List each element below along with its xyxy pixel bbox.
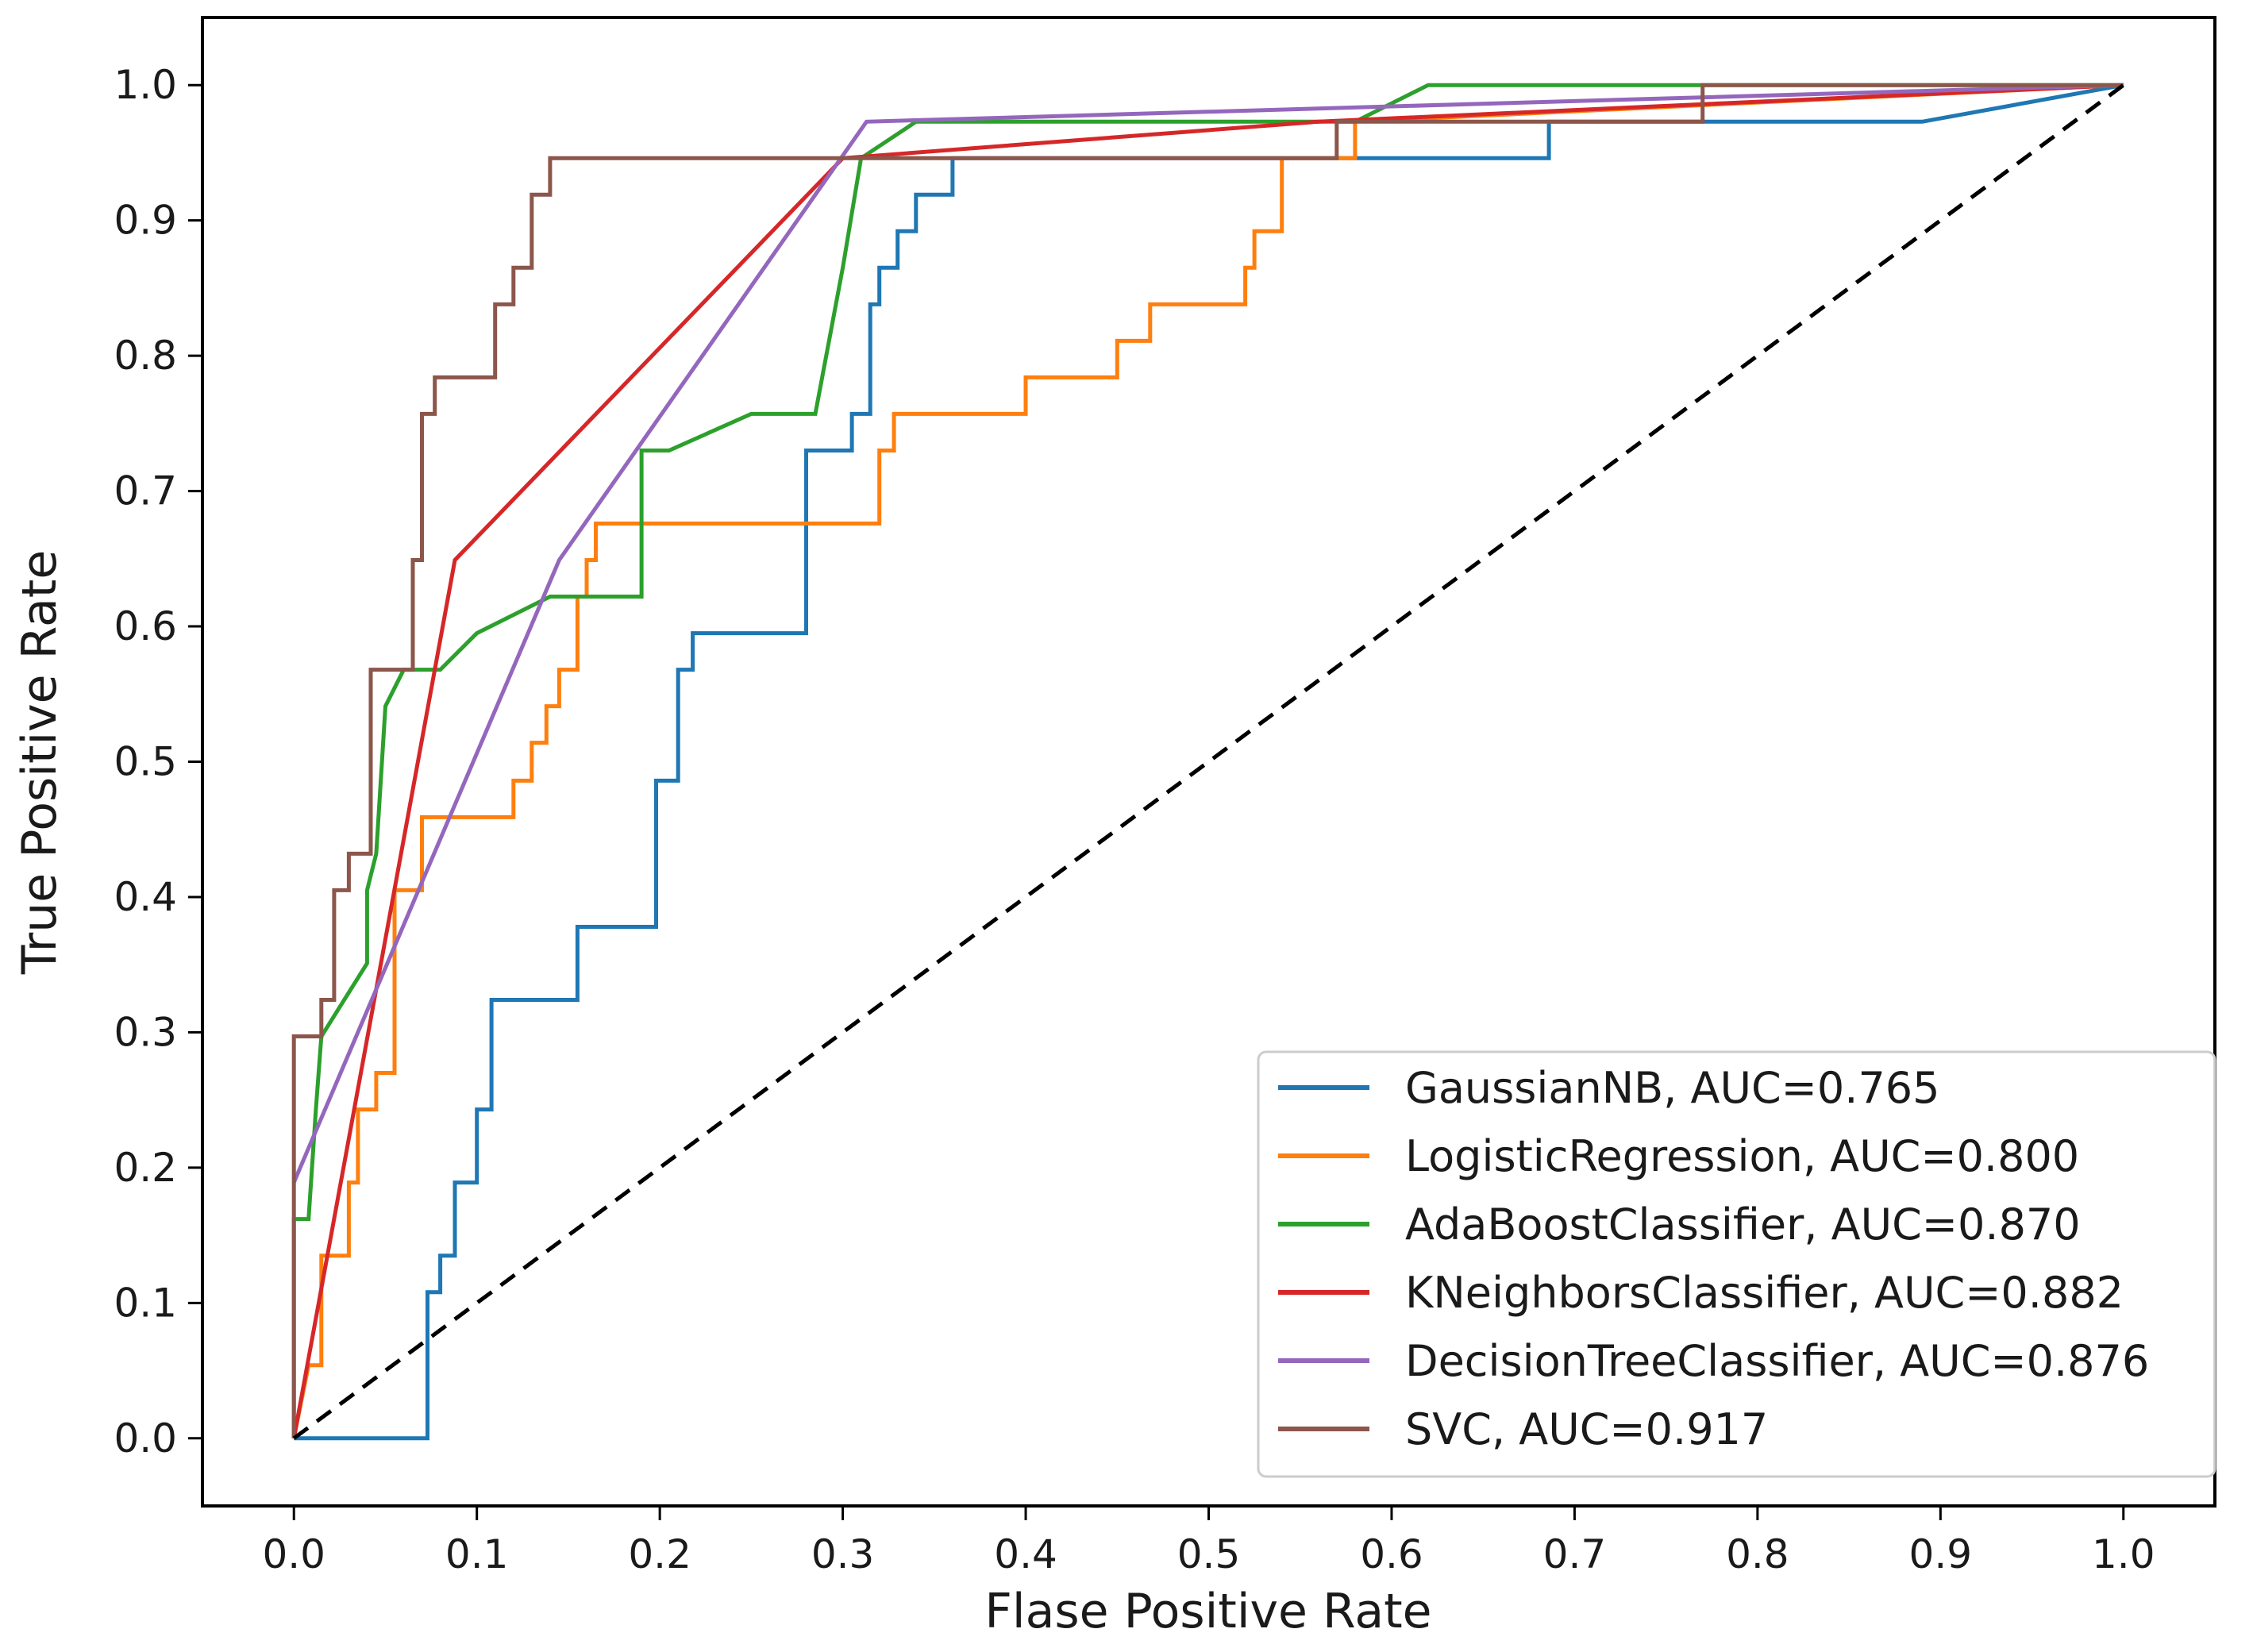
legend-label-adaboostclassifier: AdaBoostClassifier, AUC=0.870 [1405, 1200, 2081, 1250]
x-tick-label: 0.4 [994, 1531, 1057, 1577]
legend-label-decisiontreeclassifier: DecisionTreeClassifier, AUC=0.876 [1405, 1336, 2149, 1386]
y-tick-label: 1.0 [114, 62, 177, 108]
y-tick-label: 0.4 [114, 874, 177, 920]
x-tick-label: 0.6 [1360, 1531, 1423, 1577]
y-tick-label: 0.8 [114, 333, 177, 379]
y-tick-label: 0.3 [114, 1009, 177, 1055]
x-tick-label: 0.5 [1177, 1531, 1241, 1577]
x-tick-label: 0.8 [1726, 1531, 1789, 1577]
y-tick-label: 0.1 [114, 1280, 177, 1326]
legend-label-gaussiannb: GaussianNB, AUC=0.765 [1405, 1063, 1940, 1113]
y-tick-label: 0.6 [114, 603, 177, 649]
y-tick-label: 0.0 [114, 1415, 177, 1461]
legend: GaussianNB, AUC=0.765 LogisticRegression,… [1257, 1050, 2216, 1478]
legend-box [1257, 1050, 2216, 1478]
x-tick-label: 0.3 [811, 1531, 875, 1577]
y-tick-label: 0.9 [114, 198, 177, 244]
x-axis-title: Flase Positive Rate [984, 1584, 1431, 1639]
series-line-logisticregression [291, 83, 2124, 1439]
ticks-layer: 0.0 0.1 0.2 0.3 0.4 0.5 0.6 0.7 0.8 0.9 1.0 0.0 0.1 0… [114, 62, 2155, 1577]
legend-label-svc: SVC, AUC=0.917 [1405, 1404, 1768, 1454]
x-tick-label: 0.0 [262, 1531, 325, 1577]
y-axis-title: True Positive Rate [12, 550, 67, 975]
series-line-gaussiannb [294, 83, 2124, 1441]
legend-label-logisticregression: LogisticRegression, AUC=0.800 [1405, 1131, 2079, 1181]
series-line-decisiontreeclassifier [291, 83, 2124, 1184]
x-tick-label: 0.1 [445, 1531, 509, 1577]
series-layer [291, 83, 2125, 1441]
legend-entries: GaussianNB, AUC=0.765 LogisticRegression,… [1278, 1063, 2149, 1454]
x-tick-label: 0.7 [1543, 1531, 1607, 1577]
legend-label-kneighborsclassifier: KNeighborsClassifier, AUC=0.882 [1405, 1268, 2124, 1318]
series-line-chance [292, 83, 2125, 1440]
series-line-svc [291, 83, 2124, 1438]
y-tick-label: 0.2 [114, 1145, 177, 1191]
y-tick-label: 0.5 [114, 739, 177, 785]
x-tick-label: 0.2 [628, 1531, 691, 1577]
y-tick-label: 0.7 [114, 468, 177, 514]
x-tick-label: 0.9 [1909, 1531, 1973, 1577]
x-tick-label: 1.0 [2092, 1531, 2155, 1577]
